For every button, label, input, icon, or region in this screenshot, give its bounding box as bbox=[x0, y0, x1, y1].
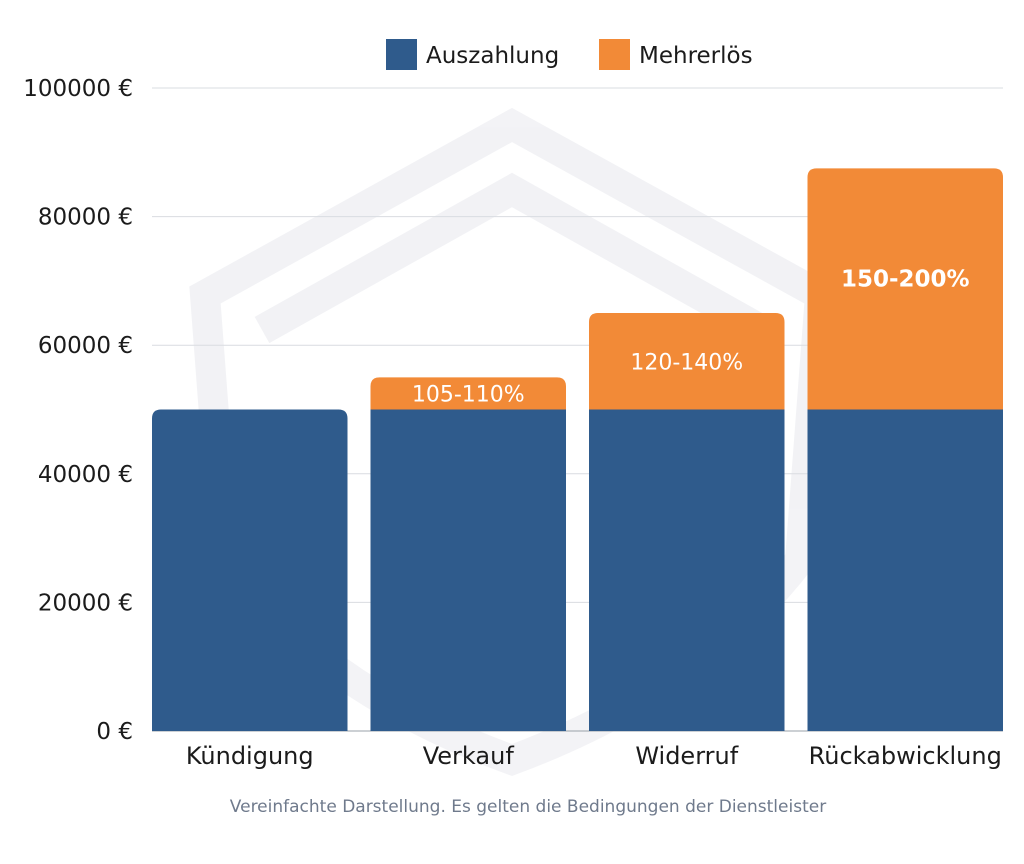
bar-segment-mehrerloes bbox=[370, 377, 566, 410]
category-label: Verkauf bbox=[423, 742, 515, 770]
bar-segment-auszahlung bbox=[370, 409, 566, 731]
y-axis-ticks: 0 € 20000 € 40000 € 60000 € 80000 € 100000 € bbox=[23, 76, 133, 745]
footnote: Vereinfachte Darstellung. Es gelten die … bbox=[230, 797, 826, 817]
legend-label: Mehrerlös bbox=[639, 43, 753, 69]
segment-label: 105-110% bbox=[412, 382, 525, 407]
bar-segment-mehrerloes bbox=[589, 313, 785, 410]
legend-label: Auszahlung bbox=[426, 43, 559, 69]
segment-label: 120-140% bbox=[630, 350, 743, 375]
y-tick-label: 80000 € bbox=[38, 205, 133, 231]
category-label: Widerruf bbox=[635, 742, 738, 770]
legend: Auszahlung Mehrerlös bbox=[386, 39, 753, 70]
y-tick-label: 100000 € bbox=[23, 76, 133, 102]
bars: 105-110% 120-140% 150-200% bbox=[152, 168, 1003, 731]
y-tick-label: 20000 € bbox=[38, 590, 133, 616]
bar-segment-mehrerloes bbox=[807, 168, 1003, 410]
segment-label: 150-200% bbox=[841, 266, 970, 292]
legend-swatch-auszahlung bbox=[386, 39, 417, 70]
bar-segment-auszahlung bbox=[807, 409, 1003, 731]
bar-segment-auszahlung bbox=[152, 409, 348, 731]
bar-segment-auszahlung bbox=[589, 409, 785, 731]
y-tick-label: 40000 € bbox=[38, 462, 133, 488]
category-label: Rückabwicklung bbox=[809, 742, 1002, 770]
x-axis-categories: Kündigung Verkauf Widerruf Rückabwicklung bbox=[186, 742, 1002, 770]
y-tick-label: 60000 € bbox=[38, 333, 133, 359]
legend-swatch-mehrerloes bbox=[599, 39, 630, 70]
y-tick-label: 0 € bbox=[96, 719, 133, 745]
category-label: Kündigung bbox=[186, 742, 314, 770]
